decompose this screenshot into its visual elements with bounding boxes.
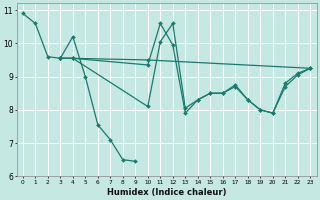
X-axis label: Humidex (Indice chaleur): Humidex (Indice chaleur) [107, 188, 226, 197]
